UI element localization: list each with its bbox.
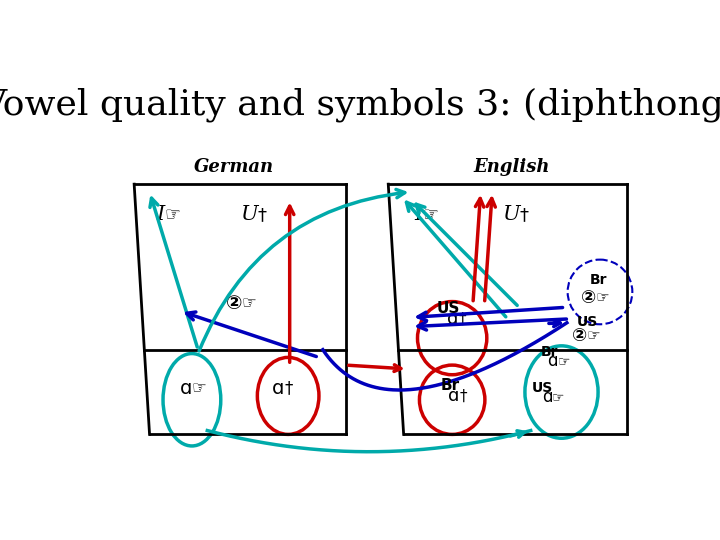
Text: †: † bbox=[460, 388, 467, 403]
Text: Vowel quality and symbols 3: (diphthongs): Vowel quality and symbols 3: (diphthongs… bbox=[0, 88, 720, 123]
Text: Br: Br bbox=[441, 377, 459, 393]
Text: US: US bbox=[436, 301, 460, 315]
Text: Br: Br bbox=[590, 273, 607, 287]
Text: ☞: ☞ bbox=[587, 328, 600, 343]
Text: ɑ: ɑ bbox=[447, 310, 459, 328]
Text: German: German bbox=[194, 158, 274, 177]
Text: I: I bbox=[157, 205, 165, 225]
Text: ②: ② bbox=[581, 289, 596, 307]
Text: ɑ: ɑ bbox=[272, 379, 284, 397]
Text: ②: ② bbox=[225, 294, 242, 313]
Text: ☞: ☞ bbox=[423, 206, 439, 224]
Text: ɑ: ɑ bbox=[449, 387, 460, 405]
Text: Br: Br bbox=[541, 345, 559, 359]
Text: †: † bbox=[519, 206, 528, 224]
Text: ☞: ☞ bbox=[558, 354, 570, 368]
Text: ɑ: ɑ bbox=[179, 379, 192, 397]
Text: †: † bbox=[284, 379, 292, 397]
Text: ②: ② bbox=[572, 327, 587, 345]
Text: †: † bbox=[257, 206, 266, 224]
Text: U: U bbox=[502, 205, 519, 225]
Text: I: I bbox=[415, 205, 423, 225]
Text: English: English bbox=[473, 158, 549, 177]
Text: U: U bbox=[240, 205, 257, 225]
Text: ☞: ☞ bbox=[242, 294, 257, 313]
Text: ☞: ☞ bbox=[596, 291, 610, 306]
Text: US: US bbox=[531, 381, 553, 395]
Text: ☞: ☞ bbox=[552, 390, 564, 404]
Text: ɑ: ɑ bbox=[547, 352, 558, 370]
Text: US: US bbox=[576, 315, 598, 329]
Text: ☞: ☞ bbox=[165, 206, 181, 224]
Text: ☞: ☞ bbox=[192, 379, 207, 397]
Text: ɑ: ɑ bbox=[541, 388, 552, 407]
Text: †: † bbox=[459, 312, 466, 326]
